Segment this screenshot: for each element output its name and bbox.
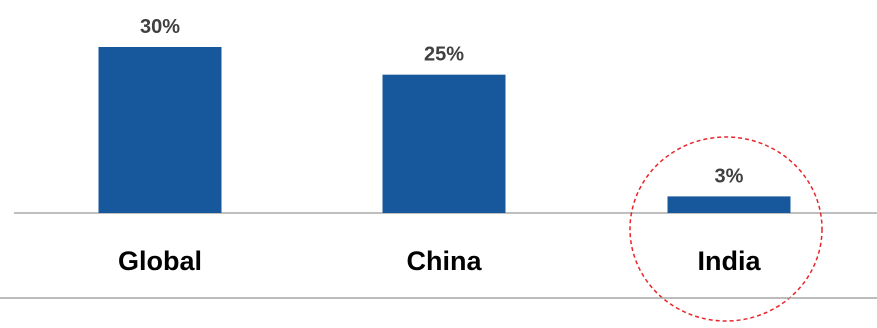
value-label-china: 25%	[424, 44, 464, 66]
category-label-china: China	[406, 246, 482, 276]
bar-china	[382, 74, 506, 214]
bar-global	[98, 47, 222, 213]
category-labels-group: Global China India	[118, 246, 761, 276]
category-label-global: Global	[118, 246, 202, 276]
value-labels-group: 30% 25% 3%	[140, 16, 744, 187]
highlight-ellipse	[629, 136, 823, 322]
bar-india	[667, 196, 791, 213]
category-label-india: India	[697, 246, 761, 276]
value-label-global: 30%	[140, 16, 180, 38]
bars-group	[98, 47, 791, 214]
value-label-india: 3%	[715, 165, 744, 187]
